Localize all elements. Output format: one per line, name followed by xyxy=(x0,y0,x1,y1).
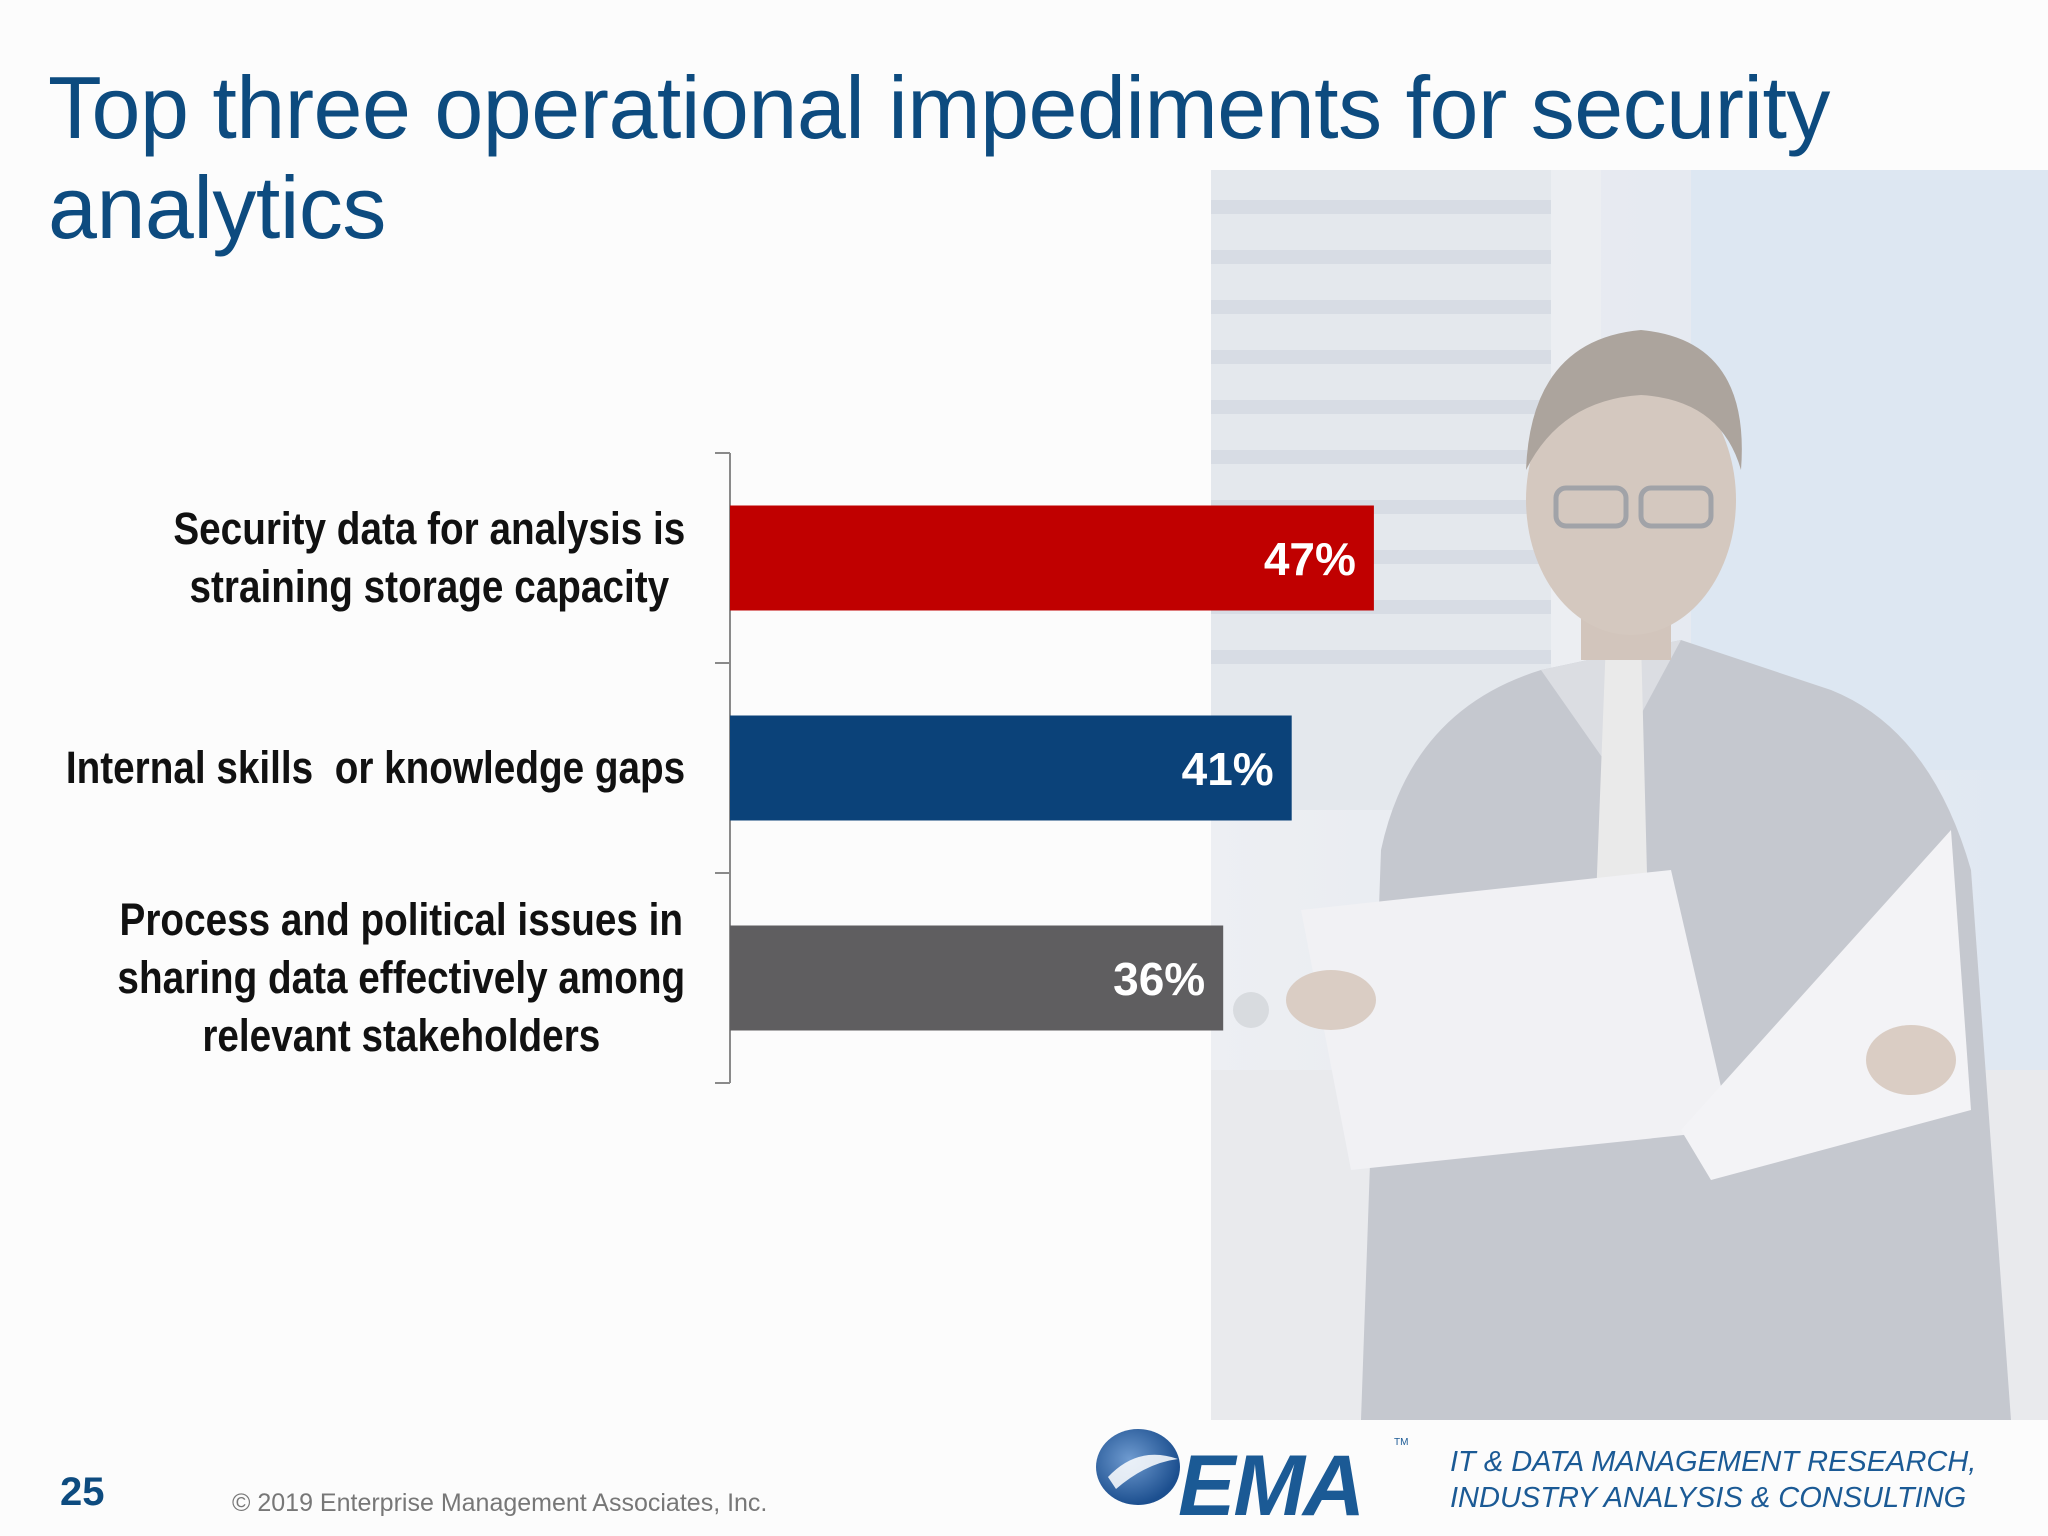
category-label-line: sharing data effectively among xyxy=(117,952,685,1003)
data-label: 47% xyxy=(1264,533,1356,585)
data-label: 36% xyxy=(1113,953,1205,1005)
category-label: Process and political issues in sharing d… xyxy=(117,891,685,1065)
ema-logo-text: EMA xyxy=(1178,1438,1363,1525)
bar xyxy=(730,505,1374,611)
ema-logo: EMA TM xyxy=(1096,1429,1408,1525)
category-label: Security data for analysis is straining s… xyxy=(173,500,685,616)
ema-logo-trademark: TM xyxy=(1394,1437,1408,1448)
company-tagline: IT & DATA MANAGEMENT RESEARCH, INDUSTRY … xyxy=(1450,1444,2010,1516)
tagline-line-2: INDUSTRY ANALYSIS & CONSULTING xyxy=(1450,1482,1967,1514)
category-label-line: Process and political issues in xyxy=(119,894,683,945)
category-label-line: Internal skills or knowledge gaps xyxy=(65,742,685,793)
category-label-line: Security data for analysis is xyxy=(173,503,685,554)
bar xyxy=(730,715,1292,821)
copyright-text: © 2019 Enterprise Management Associates,… xyxy=(232,1489,768,1517)
category-label-line: relevant stakeholders xyxy=(202,1010,601,1061)
category-label: Internal skills or knowledge gaps xyxy=(66,739,685,797)
category-label-line: straining storage capacity xyxy=(189,561,669,612)
slide-title: Top three operational impediments for se… xyxy=(48,58,1830,257)
office-worker-illustration xyxy=(1211,170,2048,1420)
photo-overlay xyxy=(1211,170,2048,1420)
bar xyxy=(730,925,1224,1031)
background-photo xyxy=(1211,170,2048,1420)
data-label: 41% xyxy=(1182,743,1274,795)
page-number: 25 xyxy=(60,1470,105,1514)
tagline-line-1: IT & DATA MANAGEMENT RESEARCH, xyxy=(1450,1446,1977,1478)
